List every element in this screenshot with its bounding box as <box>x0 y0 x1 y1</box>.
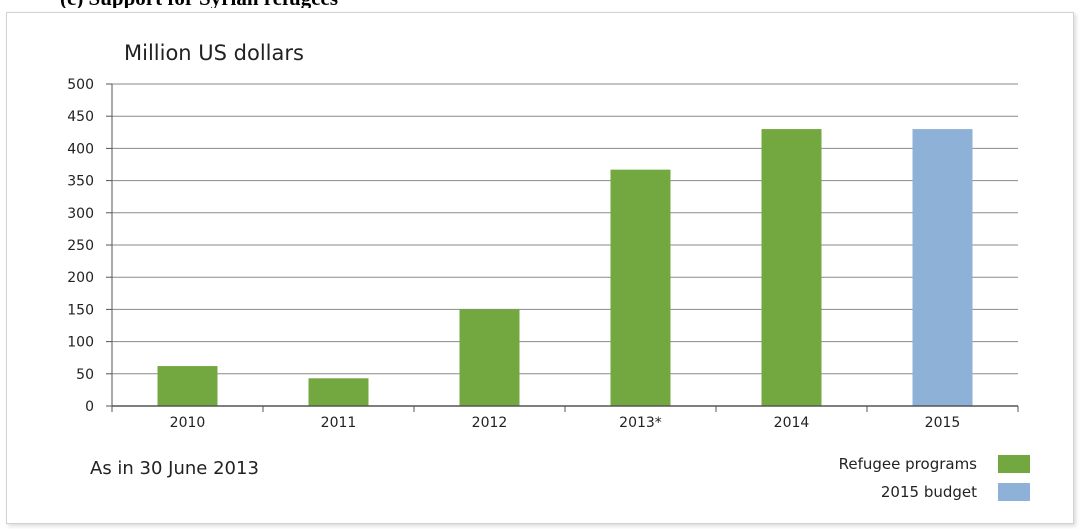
y-tick-label: 200 <box>67 270 94 286</box>
legend: Refugee programs 2015 budget <box>839 455 1030 501</box>
legend-label: Refugee programs <box>839 455 978 473</box>
bar-2013 <box>610 169 671 406</box>
bar-2014 <box>761 129 822 406</box>
y-axis-ticks: 0 50 100 150 200 250 300 350 400 450 500 <box>67 77 112 415</box>
x-axis <box>111 84 1019 412</box>
legend-label: 2015 budget <box>881 483 977 501</box>
y-tick-label: 300 <box>67 206 94 222</box>
bar-2015 <box>912 129 973 406</box>
y-tick-label: 450 <box>67 109 94 125</box>
y-tick-label: 50 <box>76 367 94 383</box>
bar-2010 <box>157 366 218 406</box>
y-tick-label: 400 <box>67 141 94 157</box>
y-tick-label: 350 <box>67 174 94 190</box>
legend-swatch <box>998 483 1030 501</box>
y-tick-label: 150 <box>67 302 94 318</box>
y-axis-unit-title: Million US dollars <box>124 41 304 65</box>
bar-2012 <box>459 309 520 406</box>
clipped-heading-text: (c) Support for Syrian refugees <box>60 0 338 8</box>
y-tick-label: 100 <box>67 335 94 351</box>
y-tick-label: 0 <box>85 399 94 415</box>
clipped-heading: (c) Support for Syrian refugees <box>0 0 1082 8</box>
y-tick-label: 250 <box>67 238 94 254</box>
gridlines <box>112 83 1018 375</box>
x-tick-label: 2010 <box>170 415 206 431</box>
y-tick-label: 500 <box>67 77 94 93</box>
chart-annotation: As in 30 June 2013 <box>90 458 259 479</box>
x-tick-label: 2011 <box>321 415 357 431</box>
x-axis-ticks: 2010 2011 2012 2013* 2014 2015 <box>170 415 961 431</box>
x-tick-label: 2015 <box>925 415 961 431</box>
x-tick-label: 2012 <box>472 415 508 431</box>
bar-2011 <box>308 378 369 406</box>
x-tick-label: 2013* <box>619 415 662 431</box>
chart-frame <box>6 12 1074 524</box>
bars <box>157 129 973 406</box>
x-tick-label: 2014 <box>774 415 810 431</box>
legend-swatch <box>998 455 1030 473</box>
